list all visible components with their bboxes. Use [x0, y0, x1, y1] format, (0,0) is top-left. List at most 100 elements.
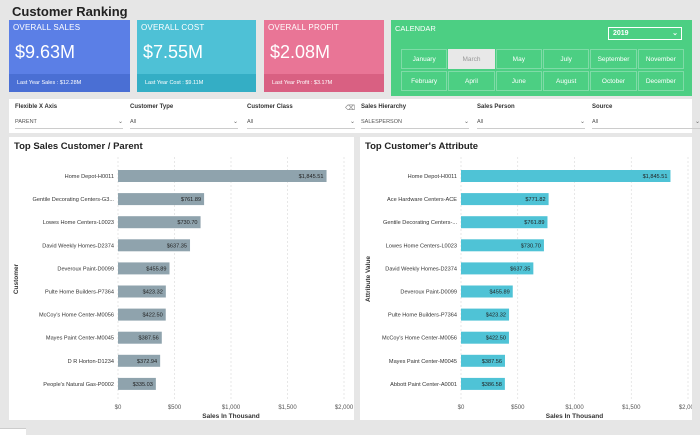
data-label: $637.35 [167, 243, 187, 249]
bar [461, 331, 509, 344]
x-tick-label: $0 [115, 405, 122, 411]
bar [118, 170, 327, 182]
bar [118, 193, 205, 206]
category-label: Mayes Paint Center-M0045 [46, 336, 114, 342]
chevron-down-icon: ⌄ [694, 119, 700, 125]
x-tick-label: $2,000 [679, 405, 692, 411]
kpi-title: OVERALL SALES [13, 23, 81, 32]
x-tick-label: $500 [168, 405, 182, 411]
kpi-value: $2.08M [270, 42, 331, 62]
category-label: D R Horton-D1234 [68, 359, 114, 365]
month-button-april[interactable]: April [448, 71, 495, 91]
month-button-december[interactable]: December [637, 71, 684, 91]
x-axis-title: Sales In Thousand [546, 413, 603, 420]
bar [461, 170, 671, 182]
data-label: $730.70 [177, 220, 197, 226]
data-label: $386.58 [482, 382, 502, 388]
filter-label: Sales Person [477, 104, 515, 110]
data-label: $1,845.51 [299, 174, 324, 180]
category-label: McCoy's Home Center-M0056 [39, 313, 114, 319]
filter-flexible-x-axis: Flexible X Axis PARENT ⌄ [15, 104, 123, 129]
page-title: Customer Ranking [12, 4, 128, 19]
month-button-september[interactable]: September [590, 49, 637, 69]
kpi-card-overall-profit[interactable]: OVERALL PROFIT $2.08M Last Year Profit :… [264, 20, 384, 92]
filter-label: Customer Class [247, 104, 293, 110]
filter-dropdown[interactable]: All ⌄ [130, 117, 238, 129]
data-label: $423.32 [486, 313, 506, 319]
bar [118, 354, 161, 367]
bar [461, 216, 548, 229]
month-button-october[interactable]: October [590, 71, 637, 91]
filter-label: Customer Type [130, 104, 174, 110]
data-label: $387.56 [482, 359, 502, 365]
filter-dropdown[interactable]: PARENT ⌄ [15, 117, 123, 129]
filter-label: Sales Hierarchy [361, 104, 407, 110]
eraser-icon[interactable]: ⌫ [345, 105, 355, 112]
category-label: McCoy's Home Center-M0056 [382, 336, 457, 342]
kpi-footer: Last Year Profit : $3.17M [264, 74, 384, 92]
filter-dropdown[interactable]: SALESPERSON ⌄ [361, 117, 469, 129]
bar [118, 262, 170, 275]
bar [461, 239, 544, 252]
y-axis-title: Customer [13, 263, 20, 294]
filter-value: All [130, 119, 137, 125]
filter-source: Source All ⌄ [592, 104, 700, 129]
kpi-footer: Last Year Sales : $12.28M [9, 74, 130, 92]
category-label: Gentile Decorating Centers-G3... [33, 197, 115, 203]
filter-dropdown[interactable]: All ⌄ [477, 117, 585, 129]
filter-dropdown[interactable]: All ⌄ [592, 117, 700, 129]
kpi-value: $7.55M [143, 42, 204, 62]
filter-dropdown[interactable]: All ⌄ [247, 117, 355, 129]
data-label: $761.89 [524, 220, 544, 226]
data-label: $422.50 [143, 313, 163, 319]
data-label: $335.03 [133, 382, 153, 388]
month-button-august[interactable]: August [542, 71, 590, 91]
filter-bar: Flexible X Axis PARENT ⌄ Customer Type All ⌄ C… [9, 99, 700, 133]
bar [118, 216, 201, 229]
kpi-card-overall-sales[interactable]: OVERALL SALES $9.63M Last Year Sales : $… [9, 20, 130, 92]
data-label: $761.89 [181, 197, 201, 203]
data-label: $455.89 [490, 290, 510, 296]
category-label: Deveroux Paint-D0099 [400, 290, 457, 296]
month-button-july[interactable]: July [542, 49, 590, 69]
data-label: $637.35 [510, 266, 530, 272]
kpi-title: OVERALL PROFIT [268, 23, 339, 32]
chart-top-customer-attribute: $0 $500 $1,000 $1,500 $2,000 Home Depot-H0011… [365, 157, 692, 420]
year-value: 2019 [613, 30, 629, 37]
category-label: Pulte Home Builders-P7364 [45, 290, 114, 296]
filter-label: Flexible X Axis [15, 104, 58, 110]
month-button-february[interactable]: February [401, 71, 448, 91]
bar [461, 308, 510, 321]
filter-value: All [592, 119, 599, 125]
x-tick-label: $1,500 [278, 405, 297, 411]
month-button-june[interactable]: June [495, 71, 542, 91]
chevron-down-icon: ⌄ [579, 119, 585, 125]
data-label: $387.56 [139, 336, 159, 342]
data-label: $372.94 [137, 359, 157, 365]
data-label: $730.70 [521, 243, 541, 249]
chevron-down-icon: ⌄ [672, 30, 678, 37]
bar [461, 354, 505, 367]
kpi-card-overall-cost[interactable]: OVERALL COST $7.55M Last Year Cost : $9.… [137, 20, 256, 92]
filter-sales-hierarchy: Sales Hierarchy SALESPERSON ⌄ [361, 104, 469, 129]
kpi-title: OVERALL COST [141, 23, 205, 32]
month-button-january[interactable]: January [401, 49, 448, 69]
category-label: David Weekly Homes-D2374 [42, 243, 114, 249]
filter-customer-class: Customer Class ⌫ All ⌄ [247, 104, 355, 129]
month-button-march[interactable]: March [448, 49, 495, 69]
category-label: Deveroux Paint-D0099 [57, 266, 114, 272]
calendar-title: CALENDAR [395, 24, 436, 33]
filter-customer-type: Customer Type All ⌄ [130, 104, 238, 129]
y-axis-title: Attribute Value [365, 256, 372, 302]
bar [118, 285, 166, 298]
category-label: Home Depot-H0011 [65, 174, 114, 180]
chevron-down-icon: ⌄ [349, 119, 355, 125]
month-grid: January March May July September November Febr… [401, 49, 684, 91]
month-button-may[interactable]: May [495, 49, 542, 69]
year-dropdown[interactable]: 2019 ⌄ [608, 27, 682, 40]
category-label: Lowes Home Centers-L0023 [386, 243, 457, 249]
month-button-november[interactable]: November [637, 49, 684, 69]
chart-title: Top Sales Customer / Parent [14, 141, 143, 152]
page-tab[interactable] [0, 428, 26, 435]
bar [118, 239, 191, 252]
